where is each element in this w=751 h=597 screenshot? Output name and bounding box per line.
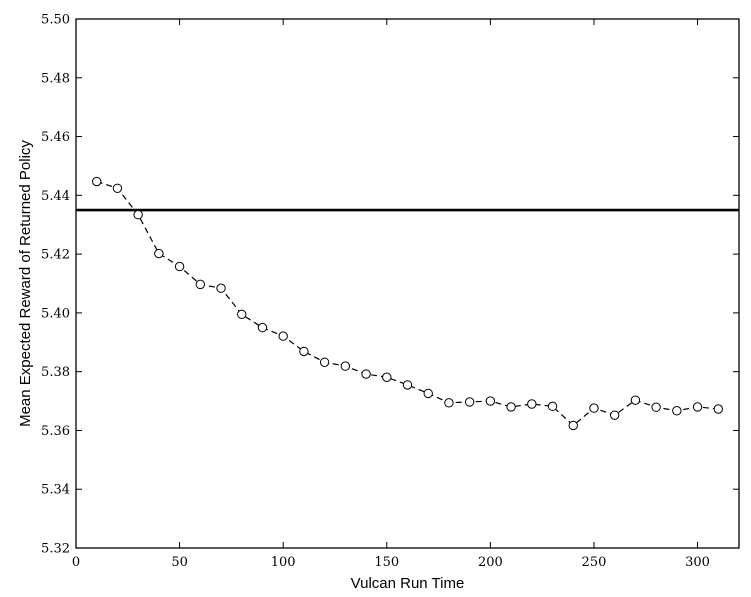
- data-point: [444, 398, 454, 408]
- y-tick-label: 5.40: [41, 306, 70, 321]
- data-point: [464, 397, 475, 407]
- data-point: [423, 388, 433, 399]
- data-point: [402, 380, 413, 390]
- data-point: [382, 372, 392, 382]
- data-point: [692, 402, 703, 412]
- y-tick-label: 5.46: [41, 130, 70, 145]
- data-point: [361, 369, 371, 379]
- y-tick-label: 5.42: [41, 248, 70, 263]
- data-point: [527, 399, 537, 409]
- data-point: [485, 396, 496, 406]
- x-tick-label: 0: [72, 555, 80, 570]
- data-point: [506, 402, 516, 412]
- data-point: [589, 403, 599, 413]
- x-tick-label: 100: [271, 555, 296, 570]
- x-tick-label: 50: [171, 555, 188, 570]
- y-axis-label: Mean Expected Reward of Returned Policy: [17, 140, 34, 427]
- data-point: [133, 210, 143, 220]
- y-tick-label: 5.38: [41, 365, 70, 380]
- data-point: [340, 361, 351, 371]
- data-point: [609, 410, 620, 420]
- y-tick-label: 5.36: [41, 424, 70, 439]
- data-point: [651, 402, 661, 412]
- data-point: [174, 261, 185, 272]
- x-tick-label: 300: [685, 555, 710, 570]
- y-tick-label: 5.44: [41, 189, 70, 204]
- x-axis-label: Vulcan Run Time: [351, 575, 465, 592]
- tick-labels: 0 50 100 150 200 250 300 5.32 5.34 5.36 5.38 5.40 5.…: [41, 13, 710, 571]
- data-point: [547, 401, 558, 412]
- data-point: [92, 176, 102, 187]
- data-point: [154, 248, 164, 259]
- ticks-layer: [75, 18, 739, 549]
- x-tick-label: 250: [582, 555, 607, 570]
- data-point: [630, 395, 641, 405]
- data-point: [672, 406, 682, 416]
- plot-frame: [75, 18, 740, 549]
- data-point: [278, 331, 288, 341]
- y-tick-label: 5.32: [41, 542, 70, 557]
- data-point: [195, 279, 206, 290]
- data-point: [216, 283, 226, 293]
- x-tick-label: 200: [478, 555, 503, 570]
- data-point: [112, 183, 123, 193]
- data-point: [299, 346, 309, 357]
- y-tick-label: 5.48: [41, 71, 70, 86]
- data-point: [319, 357, 330, 367]
- data-point: [568, 420, 578, 431]
- data-point: [257, 322, 268, 333]
- series-layer: [92, 176, 723, 431]
- x-tick-label: 150: [374, 555, 399, 570]
- y-tick-label: 5.50: [41, 13, 70, 28]
- data-point: [237, 309, 247, 320]
- data-point: [713, 404, 723, 414]
- y-tick-label: 5.34: [41, 483, 70, 498]
